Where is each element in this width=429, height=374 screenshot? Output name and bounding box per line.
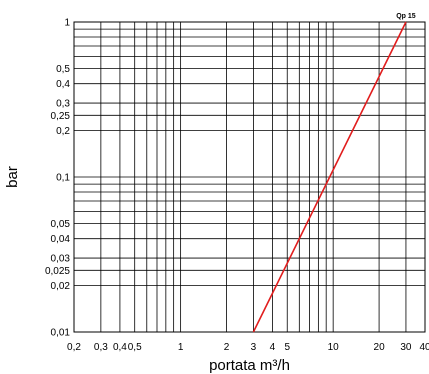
x-tick-label: 20 bbox=[374, 342, 386, 353]
x-tick-label: 40 bbox=[419, 342, 429, 353]
y-tick-label: 1 bbox=[64, 18, 70, 29]
series-label: Qp 15 bbox=[396, 13, 416, 20]
plot-frame bbox=[73, 21, 426, 333]
x-tick-label: 5 bbox=[284, 342, 290, 353]
x-tick-labels: 0,2 0,3 0,4 0,5 1 2 3 4 5 10 20 30 40 bbox=[67, 342, 429, 353]
x-axis-title: portata m³/h bbox=[209, 357, 290, 374]
x-tick-label: 4 bbox=[270, 342, 276, 353]
y-tick-label: 0,2 bbox=[56, 126, 70, 137]
x-tick-label: 30 bbox=[400, 342, 412, 353]
x-tick-label: 1 bbox=[178, 342, 184, 353]
y-tick-label: 0,02 bbox=[51, 281, 71, 292]
x-tick-label: 0,2 bbox=[67, 342, 81, 353]
y-tick-label: 0,5 bbox=[56, 64, 70, 75]
y-tick-label: 0,03 bbox=[51, 254, 71, 265]
x-tick-label: 0,4 bbox=[113, 342, 127, 353]
y-tick-label: 0,01 bbox=[51, 328, 71, 339]
y-tick-labels: 1 0,5 0,4 0,30,25 0,2 0,1 0,05 0,04 0,030,025 0,0… bbox=[45, 18, 70, 339]
grid bbox=[73, 21, 426, 333]
x-tick-label: 10 bbox=[328, 342, 340, 353]
y-tick-label: 0,025 bbox=[45, 266, 70, 277]
x-tick-label: 0,5 bbox=[128, 342, 142, 353]
x-tick-label: 2 bbox=[224, 342, 230, 353]
y-tick-label: 0,04 bbox=[51, 234, 71, 245]
y-axis-title: bar bbox=[4, 166, 21, 188]
series-line bbox=[252, 21, 407, 333]
x-tick-label: 0,3 bbox=[94, 342, 108, 353]
x-tick-label: 3 bbox=[251, 342, 257, 353]
y-tick-label: 0,1 bbox=[56, 173, 70, 184]
y-tick-label: 0,4 bbox=[56, 79, 70, 90]
y-tick-label: 0,05 bbox=[51, 219, 71, 230]
series-layer: Qp 15 bbox=[252, 13, 416, 333]
y-tick-label: 0,25 bbox=[51, 111, 71, 122]
y-tick-label: 0,3 bbox=[56, 99, 70, 110]
